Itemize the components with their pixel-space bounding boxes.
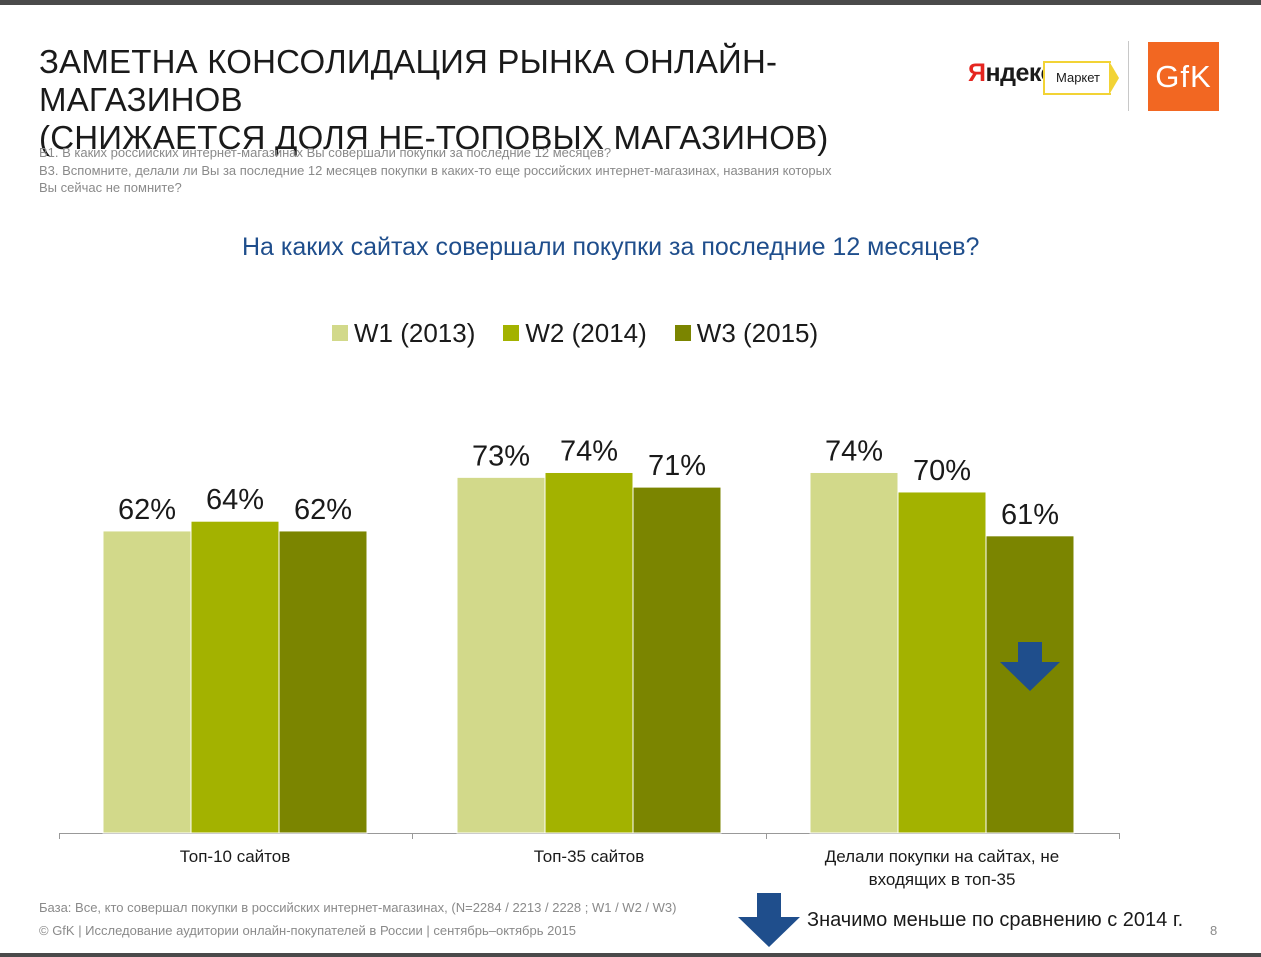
yandex-logo: Яндекс [968,59,1054,88]
legend-label-w1: W1 (2013) [354,317,476,348]
logo-divider [1128,41,1129,111]
legend-swatch-w2 [503,325,520,341]
down-arrow-icon [738,893,800,947]
bar-3-1 [809,471,899,834]
page-title-line-1: ЗАМЕТНА КОНСОЛИДАЦИЯ РЫНКА ОНЛАЙН-МАГАЗИ… [39,43,778,118]
bar-1-2 [190,520,280,834]
market-logo: Маркет [1043,61,1111,95]
legend-swatch-w1 [332,325,348,341]
page-title: ЗАМЕТНА КОНСОЛИДАЦИЯ РЫНКА ОНЛАЙН-МАГАЗИ… [39,43,959,157]
question-b3: В3. Вспомните, делали ли Вы за последние… [39,162,832,178]
bar-2-3 [632,486,722,834]
question-b1: В1. В каких российских интернет-магазина… [39,145,612,160]
significant-decrease-arrow-icon [1000,642,1060,691]
bar-1-1 [102,530,192,834]
data-label-1-3: 62% [294,494,352,526]
chart-title: На каких сайтах совершали покупки за пос… [242,233,980,261]
data-label-2-3: 71% [648,450,706,482]
bar-2-2 [544,471,634,834]
top-rule [0,0,1261,5]
bar-1-3 [278,530,368,834]
legend-item-w1: W1 (2013) [332,318,475,349]
category-label-3-line-2: входящих в топ-35 [869,870,1016,889]
chart-legend: W1 (2013) W2 (2014) W3 (2015) [332,316,818,350]
data-label-1-2: 64% [206,484,264,516]
legend-item-w3: W3 (2015) [674,317,819,349]
survey-questions: В1. В каких российских интернет-магазина… [39,144,939,197]
data-label-1-1: 62% [118,494,176,526]
data-label-2-2: 74% [560,435,618,467]
category-label-3-line-1: Делали покупки на сайтах, не [825,847,1059,866]
data-label-3-3: 61% [1001,499,1059,531]
yandex-logo-first-letter: Я [968,59,986,87]
category-label-1-line-1: Топ-10 сайтов [180,847,291,866]
gfk-logo: GfK [1148,42,1219,111]
category-label-2-line-1: Топ-35 сайтов [534,847,645,866]
footnote-base: База: Все, кто совершал покупки в россий… [39,900,677,915]
yandex-logo-rest: ндекс [985,59,1054,87]
legend-item-w2: W2 (2014) [503,317,647,349]
data-label-3-1: 74% [825,435,883,467]
data-label-2-1: 73% [472,440,530,472]
bar-2-1 [456,476,546,834]
page-number: 8 [1210,923,1218,938]
bar-3-2 [897,491,987,834]
market-logo-tip [1109,61,1119,95]
legend-swatch-w3 [674,325,691,341]
significance-note: Значимо меньше по сравнению с 2014 г. [807,909,1184,931]
legend-label-w2: W2 (2014) [525,317,647,348]
footnote-copyright: © GfK | Исследование аудитории онлайн-по… [39,923,577,938]
page-title-line-2: (СНИЖАЕТСЯ ДОЛЯ НЕ-ТОПОВЫХ МАГАЗИНОВ) [39,119,829,156]
bottom-rule [0,953,1261,957]
question-b3-continued: Вы сейчас не помните? [39,180,182,195]
data-label-3-2: 70% [913,455,971,487]
legend-label-w3: W3 (2015) [696,317,819,348]
